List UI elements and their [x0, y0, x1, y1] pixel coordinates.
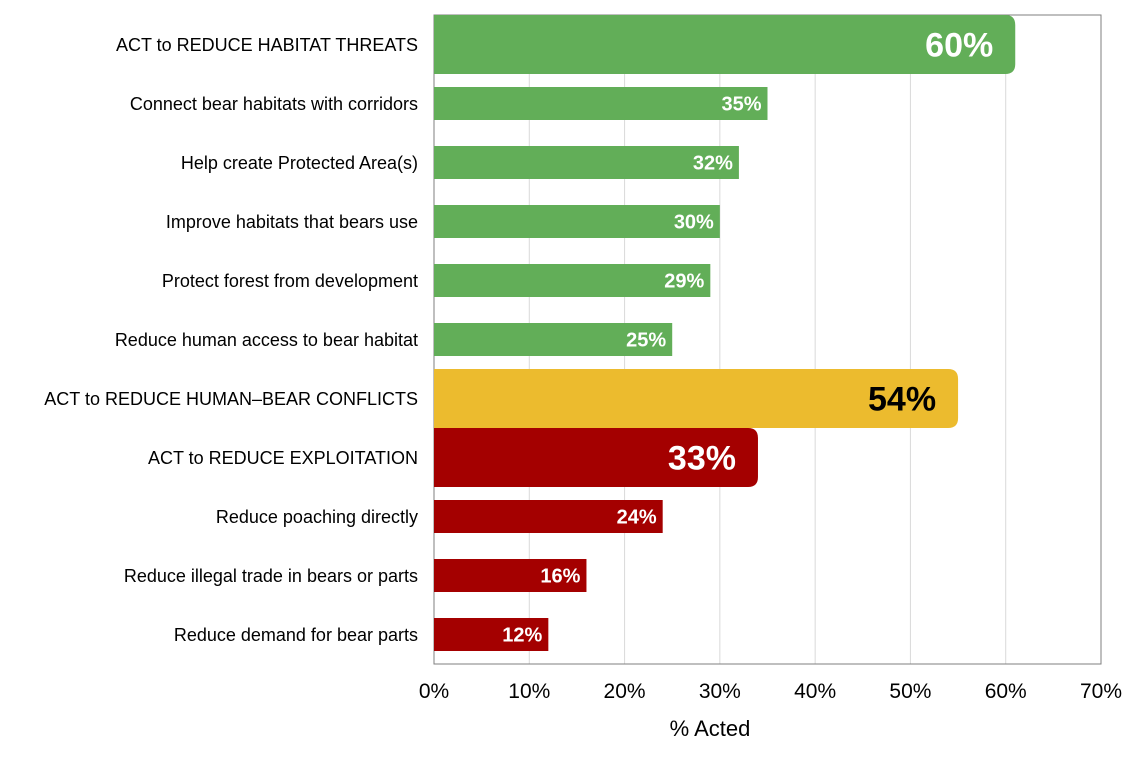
x-tick-label: 70%: [1080, 680, 1122, 703]
bar: [434, 322, 673, 357]
category-label: Reduce demand for bear parts: [174, 625, 418, 645]
x-axis-title: % Acted: [670, 716, 751, 741]
bar: [434, 145, 739, 180]
category-label: Connect bear habitats with corridors: [130, 94, 418, 114]
data-label: 29%: [664, 271, 704, 293]
data-label: 12%: [502, 625, 542, 647]
summary-bar: [434, 428, 758, 487]
bar: [434, 499, 663, 534]
category-label: ACT to REDUCE EXPLOITATION: [148, 448, 418, 468]
category-labels: ACT to REDUCE HABITAT THREATS Connect bea…: [44, 35, 418, 645]
x-tick-label: 30%: [699, 680, 741, 703]
bar: [434, 617, 549, 652]
data-label: 24%: [617, 507, 657, 529]
gridlines: [528, 15, 1007, 664]
data-label: 16%: [540, 566, 580, 588]
category-label: ACT to REDUCE HUMAN–BEAR CONFLICTS: [44, 389, 418, 409]
x-tick-label: 60%: [985, 680, 1027, 703]
category-label: Reduce poaching directly: [216, 507, 418, 527]
x-tick-label: 40%: [794, 680, 836, 703]
summary-bar: [434, 15, 1016, 74]
data-label: 25%: [626, 330, 666, 352]
x-tick-label: 0%: [419, 680, 449, 703]
data-labels: 60% 35% 32% 30% 29% 25% 54% 33% 24% 16% 12%: [502, 27, 993, 647]
category-label: Protect forest from development: [162, 271, 418, 291]
x-tick-label: 50%: [889, 680, 931, 703]
bar: [434, 86, 768, 121]
category-label: Help create Protected Area(s): [181, 153, 418, 173]
data-label: 54%: [868, 381, 936, 419]
data-label: 35%: [721, 94, 761, 116]
summary-bar: [434, 369, 959, 428]
bar: [434, 558, 587, 593]
bar: [434, 263, 711, 298]
data-label: 33%: [668, 440, 736, 478]
category-label: Improve habitats that bears use: [166, 212, 418, 232]
data-label: 32%: [693, 153, 733, 175]
x-tick-label: 10%: [508, 680, 550, 703]
x-tick-label: 20%: [604, 680, 646, 703]
category-label: Reduce illegal trade in bears or parts: [124, 566, 418, 586]
category-label: ACT to REDUCE HABITAT THREATS: [116, 35, 418, 55]
data-label: 30%: [674, 212, 714, 234]
data-label: 60%: [925, 27, 993, 65]
category-label: Reduce human access to bear habitat: [115, 330, 418, 350]
x-tick-labels: 0% 10% 20% 30% 40% 50% 60% 70%: [419, 680, 1122, 703]
bars: [434, 15, 1016, 652]
bar: [434, 204, 720, 239]
